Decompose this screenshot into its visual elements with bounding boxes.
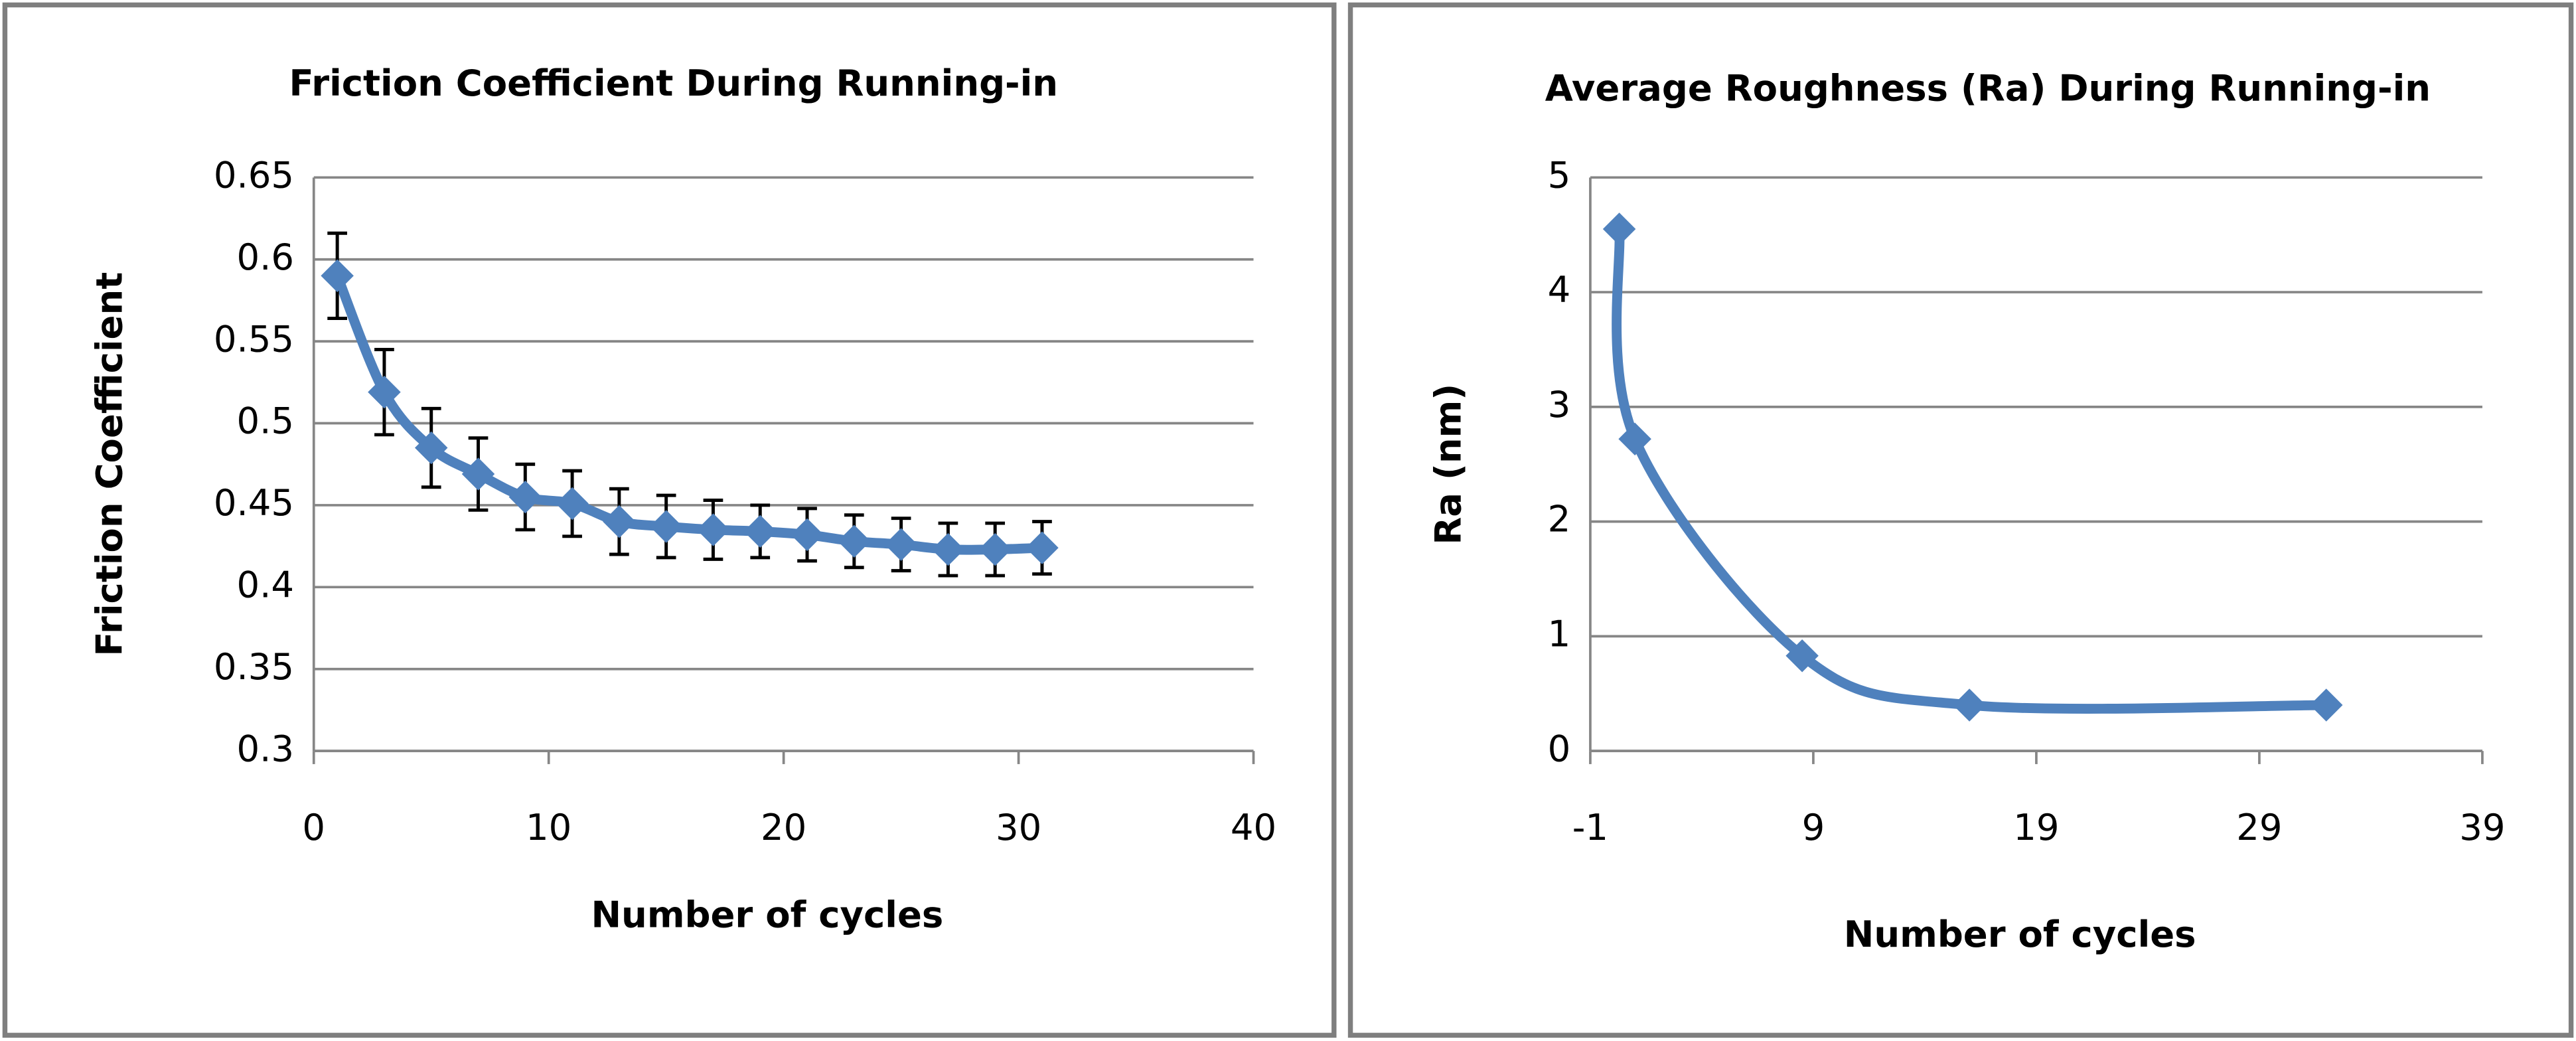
- y-tick-label: 0.5: [236, 400, 294, 442]
- x-tick-label: -1: [1572, 806, 1608, 848]
- y-tick-label: 0: [1548, 727, 1571, 769]
- marker: [884, 528, 918, 561]
- y-tick-label: 5: [1548, 153, 1571, 196]
- marker: [978, 532, 1012, 566]
- y-tick-label: 3: [1548, 383, 1571, 426]
- y-tick-label: 4: [1548, 268, 1571, 311]
- chart-title: Average Roughness (Ra) During Running-in: [1545, 66, 2431, 109]
- marker: [1602, 212, 1636, 246]
- x-tick-label: 39: [2459, 806, 2505, 848]
- data-line: [333, 274, 1043, 555]
- marker: [2309, 688, 2343, 722]
- marker: [1025, 531, 1059, 564]
- x-tick-label: 40: [1231, 806, 1276, 848]
- x-axis-label: Number of cycles: [591, 893, 944, 935]
- marker: [508, 480, 542, 514]
- marker: [556, 487, 589, 520]
- marker: [1618, 422, 1651, 455]
- y-tick-label: 0.3: [236, 727, 294, 769]
- y-axis-label: Friction Coefficient: [88, 272, 130, 657]
- marker: [931, 532, 965, 566]
- y-tick-label: 0.65: [214, 153, 294, 196]
- x-tick-label: 30: [996, 806, 1041, 848]
- y-tick-label: 0.35: [214, 645, 294, 688]
- x-tick-label: 9: [1802, 806, 1825, 848]
- x-tick-label: 29: [2236, 806, 2282, 848]
- marker: [791, 518, 824, 552]
- marker: [743, 515, 777, 548]
- x-tick-label: 10: [526, 806, 571, 848]
- marker: [649, 510, 683, 543]
- panel-border: [1347, 2, 2574, 1038]
- marker: [321, 259, 354, 293]
- y-tick-label: 2: [1548, 498, 1571, 540]
- chart-title: Friction Coefficient During Running-in: [289, 62, 1059, 104]
- marker: [603, 505, 636, 538]
- marker: [838, 524, 871, 558]
- y-tick-label: 0.55: [214, 317, 294, 360]
- y-tick-label: 0.6: [236, 236, 294, 278]
- y-tick-label: 0.45: [214, 481, 294, 524]
- x-axis-label: Number of cycles: [1844, 913, 2196, 955]
- panel-border: [2, 2, 1337, 1038]
- x-tick-label: 0: [302, 806, 325, 848]
- x-tick-label: 19: [2013, 806, 2059, 848]
- y-axis-label: Ra (nm): [1427, 384, 1470, 545]
- marker: [1953, 688, 1986, 722]
- marker: [696, 513, 730, 546]
- y-tick-label: 0.4: [236, 563, 294, 605]
- x-tick-label: 20: [761, 806, 806, 848]
- y-tick-label: 1: [1548, 613, 1571, 655]
